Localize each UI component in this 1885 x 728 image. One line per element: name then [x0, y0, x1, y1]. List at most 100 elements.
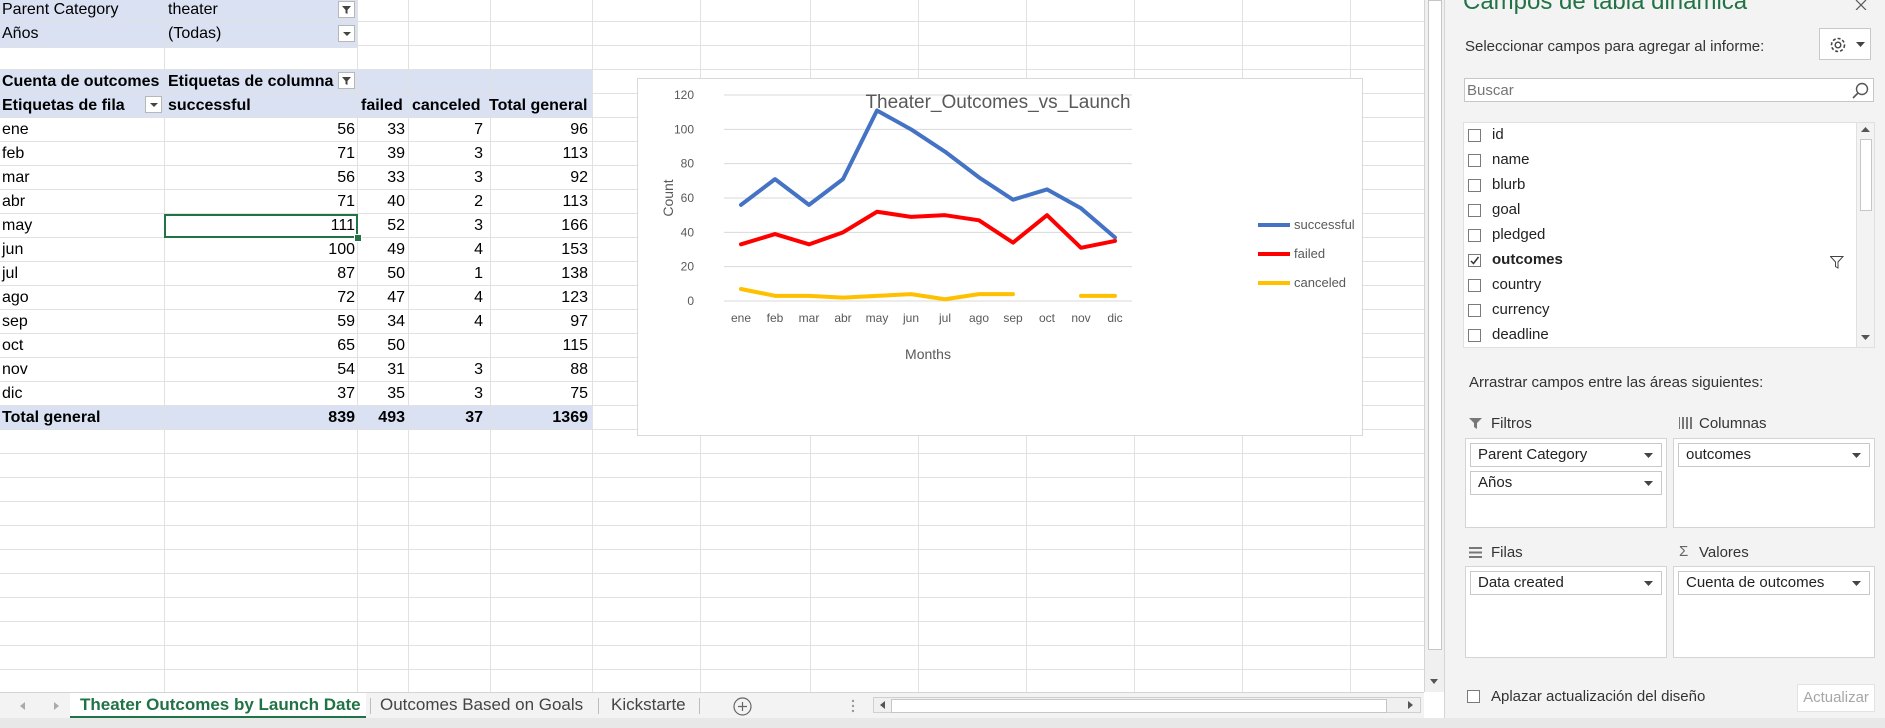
value-cell-successful[interactable]: 100: [328, 241, 355, 258]
checkbox[interactable]: [1468, 154, 1481, 167]
checkbox[interactable]: [1468, 129, 1481, 142]
checkbox[interactable]: [1468, 179, 1481, 192]
value-cell-canceled[interactable]: 4: [474, 289, 483, 306]
field-item-currency[interactable]: currency: [1464, 300, 1854, 324]
checkbox[interactable]: [1468, 304, 1481, 317]
value-cell-successful[interactable]: 65: [337, 337, 355, 354]
field-search-box[interactable]: [1464, 78, 1874, 102]
value-cell-failed[interactable]: 47: [387, 289, 405, 306]
value-cell-failed[interactable]: 40: [387, 193, 405, 210]
value-cell-failed[interactable]: 52: [387, 217, 405, 234]
tab-outcomes-goals[interactable]: Outcomes Based on Goals: [380, 695, 584, 714]
value-cell-total[interactable]: 113: [562, 145, 588, 162]
value-cell-failed[interactable]: 35: [387, 385, 405, 402]
value-cell-failed[interactable]: 34: [387, 313, 405, 330]
value-cell-total[interactable]: 123: [561, 289, 588, 306]
row-label-feb[interactable]: feb: [2, 145, 25, 162]
value-pill-cuenta-outcomes[interactable]: Cuenta de outcomes: [1678, 571, 1870, 595]
value-cell-canceled[interactable]: 2: [474, 193, 483, 210]
row-label-oct[interactable]: oct: [2, 337, 24, 354]
value-cell-total[interactable]: 92: [570, 169, 588, 186]
worksheet-grid[interactable]: Parent Category theater Años (Todas) Cue…: [0, 0, 1424, 692]
value-cell-canceled[interactable]: 1: [474, 265, 483, 282]
column-pill-outcomes[interactable]: outcomes: [1678, 443, 1870, 467]
value-cell-total[interactable]: 166: [561, 217, 588, 234]
value-cell-failed[interactable]: 33: [387, 121, 405, 138]
filter-pill-parent-category[interactable]: Parent Category: [1470, 443, 1662, 467]
filter-pill-anos[interactable]: Años: [1470, 471, 1662, 495]
field-item-outcomes[interactable]: outcomes: [1464, 250, 1854, 274]
value-cell-canceled[interactable]: 3: [474, 385, 483, 402]
row-pill-data-created[interactable]: Data created: [1470, 571, 1662, 595]
value-cell-canceled[interactable]: 7: [474, 121, 483, 138]
value-cell-total[interactable]: 115: [562, 337, 588, 354]
search-icon[interactable]: [1852, 82, 1869, 99]
field-item-name[interactable]: name: [1464, 150, 1854, 174]
value-cell-successful[interactable]: 54: [337, 361, 355, 378]
vertical-scrollbar[interactable]: [1424, 0, 1444, 692]
value-cell-total[interactable]: 138: [561, 265, 588, 282]
field-item-country[interactable]: country: [1464, 275, 1854, 299]
row-label-abr[interactable]: abr: [2, 193, 26, 210]
scroll-up-arrow-icon[interactable]: [1861, 127, 1870, 133]
value-cell-successful[interactable]: 56: [337, 121, 355, 138]
value-cell-failed[interactable]: 39: [387, 145, 405, 162]
row-label-mar[interactable]: mar: [2, 169, 30, 186]
value-cell-successful[interactable]: 111: [330, 217, 355, 234]
close-icon[interactable]: [1855, 0, 1867, 10]
search-input[interactable]: [1465, 79, 1839, 101]
horizontal-scroll-thumb[interactable]: [891, 699, 1387, 713]
total-failed[interactable]: 493: [378, 409, 405, 426]
tab-kickstarter[interactable]: Kickstarte: [611, 695, 686, 714]
hscroll-right-arrow-icon[interactable]: [1408, 701, 1414, 709]
checkbox[interactable]: [1468, 329, 1481, 342]
splitter-handle-icon[interactable]: [851, 699, 855, 713]
filter-value-parent-category[interactable]: theater: [168, 1, 218, 18]
value-cell-failed[interactable]: 50: [387, 337, 405, 354]
value-cell-canceled[interactable]: 3: [474, 361, 483, 378]
value-cell-total[interactable]: 113: [562, 193, 588, 210]
field-item-blurb[interactable]: blurb: [1464, 175, 1854, 199]
line-chart[interactable]: 0 20 40 60 80 100 120 ene feb mar abr may jun jul ago s…: [637, 78, 1363, 436]
value-cell-successful[interactable]: 56: [337, 169, 355, 186]
filter-value-anos[interactable]: (Todas): [168, 25, 222, 42]
tab-scroll-left-icon[interactable]: [20, 702, 26, 710]
field-list-scrollbar[interactable]: [1856, 123, 1874, 347]
value-cell-successful[interactable]: 87: [337, 265, 355, 282]
value-cell-failed[interactable]: 50: [387, 265, 405, 282]
value-cell-failed[interactable]: 33: [387, 169, 405, 186]
row-label-dic[interactable]: dic: [2, 385, 23, 402]
value-cell-canceled[interactable]: 3: [474, 145, 483, 162]
value-cell-failed[interactable]: 31: [387, 361, 405, 378]
row-label-jun[interactable]: jun: [2, 241, 24, 258]
area-filas[interactable]: Data created: [1465, 566, 1667, 658]
field-list[interactable]: id name blurb goal pledged outcomes country cur…: [1463, 122, 1875, 348]
tools-button[interactable]: [1819, 28, 1871, 60]
value-cell-total[interactable]: 96: [570, 121, 588, 138]
value-cell-successful[interactable]: 59: [337, 313, 355, 330]
total-canceled[interactable]: 37: [465, 409, 483, 426]
value-cell-total[interactable]: 97: [570, 313, 588, 330]
value-cell-canceled[interactable]: 4: [474, 313, 483, 330]
filter-active-icon[interactable]: [338, 1, 355, 18]
row-label-sep[interactable]: sep: [2, 313, 28, 330]
checkbox[interactable]: [1468, 229, 1481, 242]
hscroll-left-arrow-icon[interactable]: [880, 701, 886, 709]
row-label-ago[interactable]: ago: [2, 289, 29, 306]
checkbox[interactable]: [1468, 204, 1481, 217]
row-label-jul[interactable]: jul: [2, 265, 19, 282]
value-cell-successful[interactable]: 71: [337, 193, 355, 210]
update-button[interactable]: Actualizar: [1797, 684, 1875, 712]
area-valores[interactable]: Cuenta de outcomes: [1673, 566, 1875, 658]
tab-theater-outcomes[interactable]: Theater Outcomes by Launch Date: [70, 693, 366, 719]
checked-checkbox-icon[interactable]: [1468, 254, 1481, 267]
tab-scroll-right-icon[interactable]: [54, 702, 60, 710]
dropdown-arrow-icon[interactable]: [338, 25, 355, 42]
value-cell-total[interactable]: 75: [570, 385, 588, 402]
value-cell-canceled[interactable]: 4: [474, 241, 483, 258]
value-cell-successful[interactable]: 37: [337, 385, 355, 402]
value-cell-failed[interactable]: 49: [387, 241, 405, 258]
field-item-id[interactable]: id: [1464, 125, 1854, 149]
value-cell-canceled[interactable]: 3: [474, 217, 483, 234]
field-item-goal[interactable]: goal: [1464, 200, 1854, 224]
